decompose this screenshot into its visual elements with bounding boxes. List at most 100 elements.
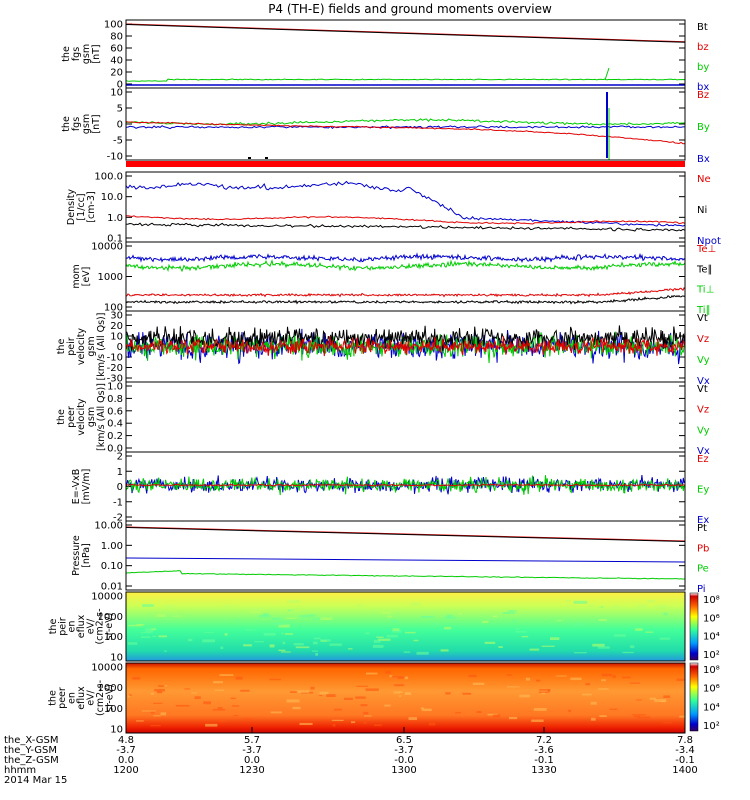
x-row-value: 1400 [672, 765, 697, 776]
spectrogram-texture [272, 617, 282, 620]
spectrogram-texture [498, 646, 503, 648]
spectrogram-texture [399, 695, 402, 697]
spectrogram-texture [611, 605, 620, 609]
spectrogram-texture [393, 691, 401, 694]
spectrogram-texture [655, 605, 668, 609]
spectrogram-texture [507, 610, 517, 612]
spectrogram-texture [609, 708, 618, 710]
spectrogram-texture [404, 692, 411, 695]
spectrogram-texture [258, 614, 272, 618]
legend-entry: Pi [697, 584, 706, 595]
y-axis-label: peer [66, 406, 77, 428]
spectrogram-texture [629, 682, 641, 684]
y-tick-label: 0 [117, 120, 123, 131]
y-axis-label: the [61, 46, 72, 62]
y-tick-label: 1000 [98, 612, 123, 623]
spectrogram-texture [269, 678, 281, 681]
spectrogram-texture [621, 676, 631, 679]
spectrogram-texture [502, 612, 515, 615]
x-row-value: 7.2 [536, 735, 552, 746]
plot-title: P4 (TH-E) fields and ground moments over… [268, 2, 552, 16]
spectrogram-texture [482, 620, 489, 624]
y-tick-label: 10000 [91, 242, 123, 253]
spectrogram-texture [599, 715, 607, 718]
spectrogram-texture [573, 600, 588, 604]
y-tick-label: 100 [104, 632, 123, 643]
spectrogram-texture [529, 648, 540, 651]
spectrogram-texture [204, 631, 214, 633]
spectrogram-texture [636, 699, 642, 701]
spectrogram-texture [144, 629, 154, 633]
spectrogram-texture [184, 688, 190, 690]
spike [604, 67, 610, 81]
spectrogram-texture [676, 678, 685, 681]
spectrogram-texture [637, 604, 647, 608]
y-tick-label: 1.0 [107, 213, 123, 224]
spectrogram-texture [300, 615, 309, 618]
spectrogram-texture [281, 632, 284, 635]
spectrogram-texture [592, 643, 605, 647]
spectrogram-texture [434, 623, 440, 626]
spectrogram-texture [331, 719, 344, 722]
spectrogram-texture [153, 715, 161, 717]
spectrogram-texture [363, 711, 369, 715]
spectrogram-texture [150, 692, 155, 695]
spectrogram-texture [458, 613, 463, 615]
spectrogram-texture [403, 676, 409, 680]
spectrogram-texture [142, 604, 154, 607]
x-row-value: 6.5 [396, 735, 412, 746]
y-tick-label: 0.4 [107, 419, 123, 430]
series-bx [126, 125, 685, 130]
spectrogram-texture [254, 641, 265, 643]
spectrogram-texture [416, 651, 429, 655]
panel-data [126, 325, 685, 365]
y-tick-label: 30 [110, 311, 123, 322]
y-axis-label: [km/s (All Qs)] [96, 383, 107, 451]
legend-entry: Vt [697, 384, 708, 395]
y-axis-label: eV/ [85, 689, 96, 705]
y-axis-label: gsm [86, 336, 97, 356]
spectrogram-texture [635, 628, 643, 631]
spectrogram-texture [564, 600, 572, 602]
y-axis-label: Pressure [71, 535, 82, 576]
spectrogram-texture [230, 697, 236, 699]
x-row-label: the_Z-GSM [4, 755, 59, 766]
spectrogram-texture [392, 628, 400, 631]
y-tick-label: 10000 [91, 592, 123, 603]
spectrogram-texture [514, 631, 527, 633]
spectrogram-texture [263, 632, 276, 636]
y-tick-label: 0.6 [107, 406, 123, 417]
series-ey [126, 475, 685, 496]
spectrogram-texture [462, 692, 472, 695]
spectrogram-texture [440, 649, 449, 652]
spectrogram-texture [250, 607, 263, 611]
spectrogram-texture [287, 600, 301, 603]
panel-4: mom [eV] 10000 1000 100 Te⊥ Te∥ Ti⊥ Ti∥ [71, 241, 716, 316]
y-tick-label: 0 [117, 342, 123, 353]
spectrogram-texture [145, 628, 153, 630]
x-row-value: 1300 [391, 765, 416, 776]
legend-entry: Vx [697, 446, 710, 457]
spectrogram-texture [391, 676, 405, 679]
spectrogram-texture [421, 616, 434, 618]
spectrogram-texture [240, 689, 250, 692]
legend-entry: Vz [697, 334, 709, 345]
spectrogram-texture [612, 675, 616, 679]
spectrogram-texture [468, 674, 477, 677]
y-tick-label: 10000 [91, 663, 123, 674]
legend-entry: Ex [697, 515, 709, 526]
spectrogram-texture [293, 643, 304, 646]
y-tick-label: 20 [110, 321, 123, 332]
spectrogram-texture [360, 607, 365, 610]
x-row-value: -3.4 [675, 745, 695, 756]
spectrogram-texture [344, 697, 353, 701]
series-by [126, 78, 685, 82]
y-tick-label: 1000 [98, 683, 123, 694]
spectrogram-texture [263, 613, 269, 616]
spectrogram-texture [380, 611, 391, 615]
spectrogram-texture [219, 674, 234, 676]
spectrogram-texture [492, 615, 498, 618]
panel-frame [125, 381, 686, 453]
spectrogram-texture [541, 691, 546, 695]
spectrogram-texture [326, 694, 336, 698]
